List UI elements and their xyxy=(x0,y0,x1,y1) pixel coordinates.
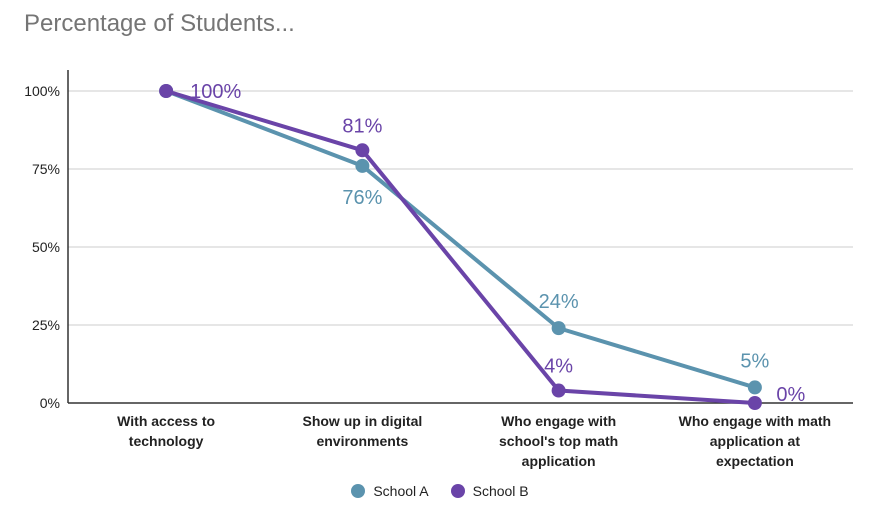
x-tick-label: Who engage with school's top math applicat… xyxy=(499,413,618,469)
line-chart: 0% 25% 50% 75% 100% With access to technology S… xyxy=(24,70,853,469)
x-tick-label: Who engage with math application at expect… xyxy=(679,413,831,469)
data-point-school-b xyxy=(747,396,762,410)
data-label-school-a: 76% xyxy=(342,187,382,209)
legend-swatch-school-a xyxy=(351,484,366,498)
data-label-school-a: 5% xyxy=(740,350,769,372)
chart-title: Percentage of Students... xyxy=(24,10,295,37)
y-tick-label: 50% xyxy=(32,239,60,255)
data-point-school-a xyxy=(355,158,370,173)
y-tick-label: 25% xyxy=(32,317,60,333)
x-tick-label: With access to technology xyxy=(117,413,215,449)
y-tick-label: 75% xyxy=(32,161,60,177)
data-point-school-b xyxy=(159,84,174,98)
x-tick-label: Show up in digital environments xyxy=(302,413,422,449)
series-line-school-b xyxy=(165,89,756,405)
y-tick-label: 100% xyxy=(24,83,60,99)
legend-swatch-school-b xyxy=(450,484,465,498)
data-point-school-b xyxy=(355,143,370,158)
data-point-school-a xyxy=(747,380,762,395)
legend: School A School B xyxy=(0,483,880,499)
data-point-school-b xyxy=(551,383,566,398)
legend-item-school-a[interactable]: School A xyxy=(351,483,429,499)
data-point-school-a xyxy=(551,321,566,336)
series-line-school-a xyxy=(165,89,756,390)
data-label-school-b: 0% xyxy=(776,384,805,406)
data-label-school-b: 81% xyxy=(342,115,382,137)
data-label-school-a: 24% xyxy=(539,291,579,313)
legend-label-school-a: School A xyxy=(373,483,429,499)
data-label-school-b: 4% xyxy=(544,356,573,378)
legend-item-school-b[interactable]: School B xyxy=(450,483,529,499)
y-tick-label: 0% xyxy=(40,395,60,411)
data-label-school-b: 100% xyxy=(190,81,241,103)
legend-label-school-b: School B xyxy=(472,483,529,499)
